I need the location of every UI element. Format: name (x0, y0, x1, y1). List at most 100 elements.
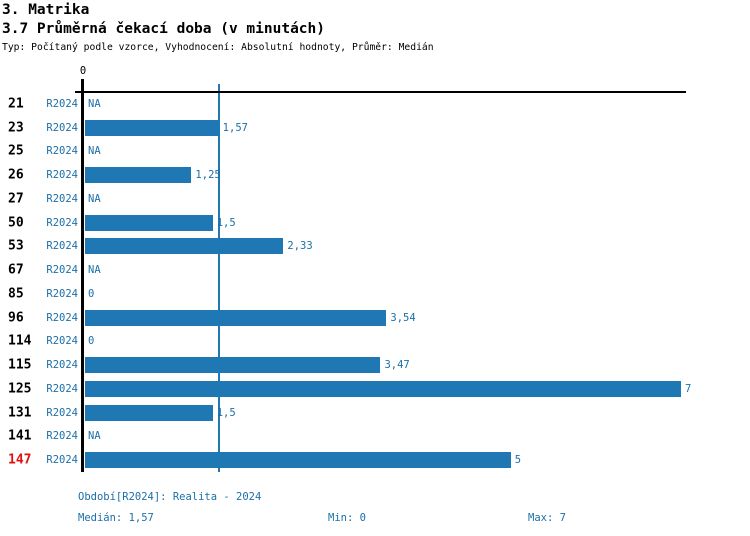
bar-value-label: 3,54 (390, 311, 416, 324)
value-bar (85, 452, 511, 469)
value-bar (85, 357, 381, 374)
row-number-label: 21 (8, 96, 24, 112)
chart-rows: 21 R2024 NA 23 R2024 1,57 25 R2024 NA 26 R2024 1,25… (0, 92, 750, 472)
value-bar (85, 404, 213, 421)
chart-row: 53 R2024 2,33 (0, 235, 750, 259)
x-axis-line (75, 91, 686, 93)
row-number-label: 131 (8, 405, 32, 421)
bar-track: 3,47 (85, 353, 681, 377)
bar-track: NA (85, 258, 681, 282)
series-label: R2024 (46, 287, 78, 300)
chart-row: 131 R2024 1,5 (0, 401, 750, 425)
chart-meta-line: Typ: Počítaný podle vzorce, Vyhodnocení:… (2, 42, 434, 53)
bar-value-label: 7 (685, 382, 692, 395)
bar-track: 1,25 (85, 163, 681, 187)
series-label: R2024 (46, 335, 78, 348)
value-bar (85, 238, 284, 255)
footer-min-stat: Min: 0 (328, 512, 366, 524)
bar-track: 1,57 (85, 116, 681, 140)
bar-track: 5 (85, 448, 681, 472)
row-number-label: 114 (8, 333, 32, 349)
x-axis-zero-tick-label: 0 (79, 65, 87, 77)
bar-track: 1,5 (85, 401, 681, 425)
bar-value-label: 0 (88, 335, 95, 348)
bar-value-label: 3,47 (384, 359, 410, 372)
row-number-label: 23 (8, 120, 24, 136)
row-number-label: 53 (8, 238, 24, 254)
bar-value-label: 1,57 (222, 121, 248, 134)
bar-value-label: NA (88, 430, 101, 443)
row-number-label: 50 (8, 215, 24, 231)
bar-value-label: NA (88, 192, 101, 205)
row-number-label: 27 (8, 191, 24, 207)
series-label: R2024 (46, 430, 78, 443)
chart-row: 26 R2024 1,25 (0, 163, 750, 187)
series-label: R2024 (46, 311, 78, 324)
chart-row: 23 R2024 1,57 (0, 116, 750, 140)
bar-track: 2,33 (85, 235, 681, 259)
bar-value-label: 0 (88, 287, 95, 300)
series-label: R2024 (46, 406, 78, 419)
bar-track: 0 (85, 282, 681, 306)
value-bar (85, 167, 192, 184)
bar-track: NA (85, 187, 681, 211)
row-number-label: 67 (8, 262, 24, 278)
footer-period-label: Období[R2024]: Realita - 2024 (78, 491, 262, 503)
chart-row: 85 R2024 0 (0, 282, 750, 306)
bar-track: 7 (85, 377, 691, 401)
row-number-label: 115 (8, 357, 32, 373)
series-label: R2024 (46, 454, 78, 467)
row-number-label: 85 (8, 286, 24, 302)
bar-value-label: NA (88, 264, 101, 277)
row-number-label: 26 (8, 167, 24, 183)
value-bar (85, 309, 387, 326)
series-label: R2024 (46, 382, 78, 395)
y-axis-line (81, 79, 84, 472)
value-bar (85, 119, 219, 136)
chart-title: 3.7 Průměrná čekací doba (v minutách) (2, 21, 326, 37)
bar-track: 1,5 (85, 211, 681, 235)
bar-value-label: 5 (514, 454, 522, 467)
series-label: R2024 (46, 359, 78, 372)
bar-track: NA (85, 92, 681, 116)
bar-value-label: 1,5 (216, 216, 236, 229)
bar-track: NA (85, 425, 681, 449)
chart-row: 21 R2024 NA (0, 92, 750, 116)
series-label: R2024 (46, 264, 78, 277)
series-label: R2024 (46, 240, 78, 253)
row-number-label: 25 (8, 143, 24, 159)
value-bar (85, 214, 213, 231)
bar-value-label: 1,25 (195, 169, 221, 182)
chart-row: 115 R2024 3,47 (0, 353, 750, 377)
row-number-label: 147 (8, 452, 32, 468)
chart-row: 114 R2024 0 (0, 330, 750, 354)
series-label: R2024 (46, 145, 78, 158)
chart-row: 67 R2024 NA (0, 258, 750, 282)
footer-max-stat: Max: 7 (528, 512, 566, 524)
value-bar (85, 380, 681, 397)
bar-track: 0 (85, 330, 681, 354)
row-number-label: 125 (8, 381, 32, 397)
chart-row: 25 R2024 NA (0, 140, 750, 164)
series-label: R2024 (46, 192, 78, 205)
series-label: R2024 (46, 169, 78, 182)
series-label: R2024 (46, 216, 78, 229)
chart-row: 147 R2024 5 (0, 448, 750, 472)
report-section-title: 3. Matrika (2, 2, 90, 18)
chart-row: 141 R2024 NA (0, 425, 750, 449)
bar-value-label: NA (88, 97, 101, 110)
series-label: R2024 (46, 97, 78, 110)
chart-row: 27 R2024 NA (0, 187, 750, 211)
series-label: R2024 (46, 121, 78, 134)
chart-row: 96 R2024 3,54 (0, 306, 750, 330)
chart-row: 125 R2024 7 (0, 377, 750, 401)
bar-track: NA (85, 140, 681, 164)
footer-median-stat: Medián: 1,57 (78, 512, 154, 524)
chart-row: 50 R2024 1,5 (0, 211, 750, 235)
row-number-label: 141 (8, 428, 32, 444)
bar-value-label: NA (88, 145, 101, 158)
bar-value-label: 1,5 (216, 406, 236, 419)
bar-track: 3,54 (85, 306, 681, 330)
row-number-label: 96 (8, 310, 24, 326)
